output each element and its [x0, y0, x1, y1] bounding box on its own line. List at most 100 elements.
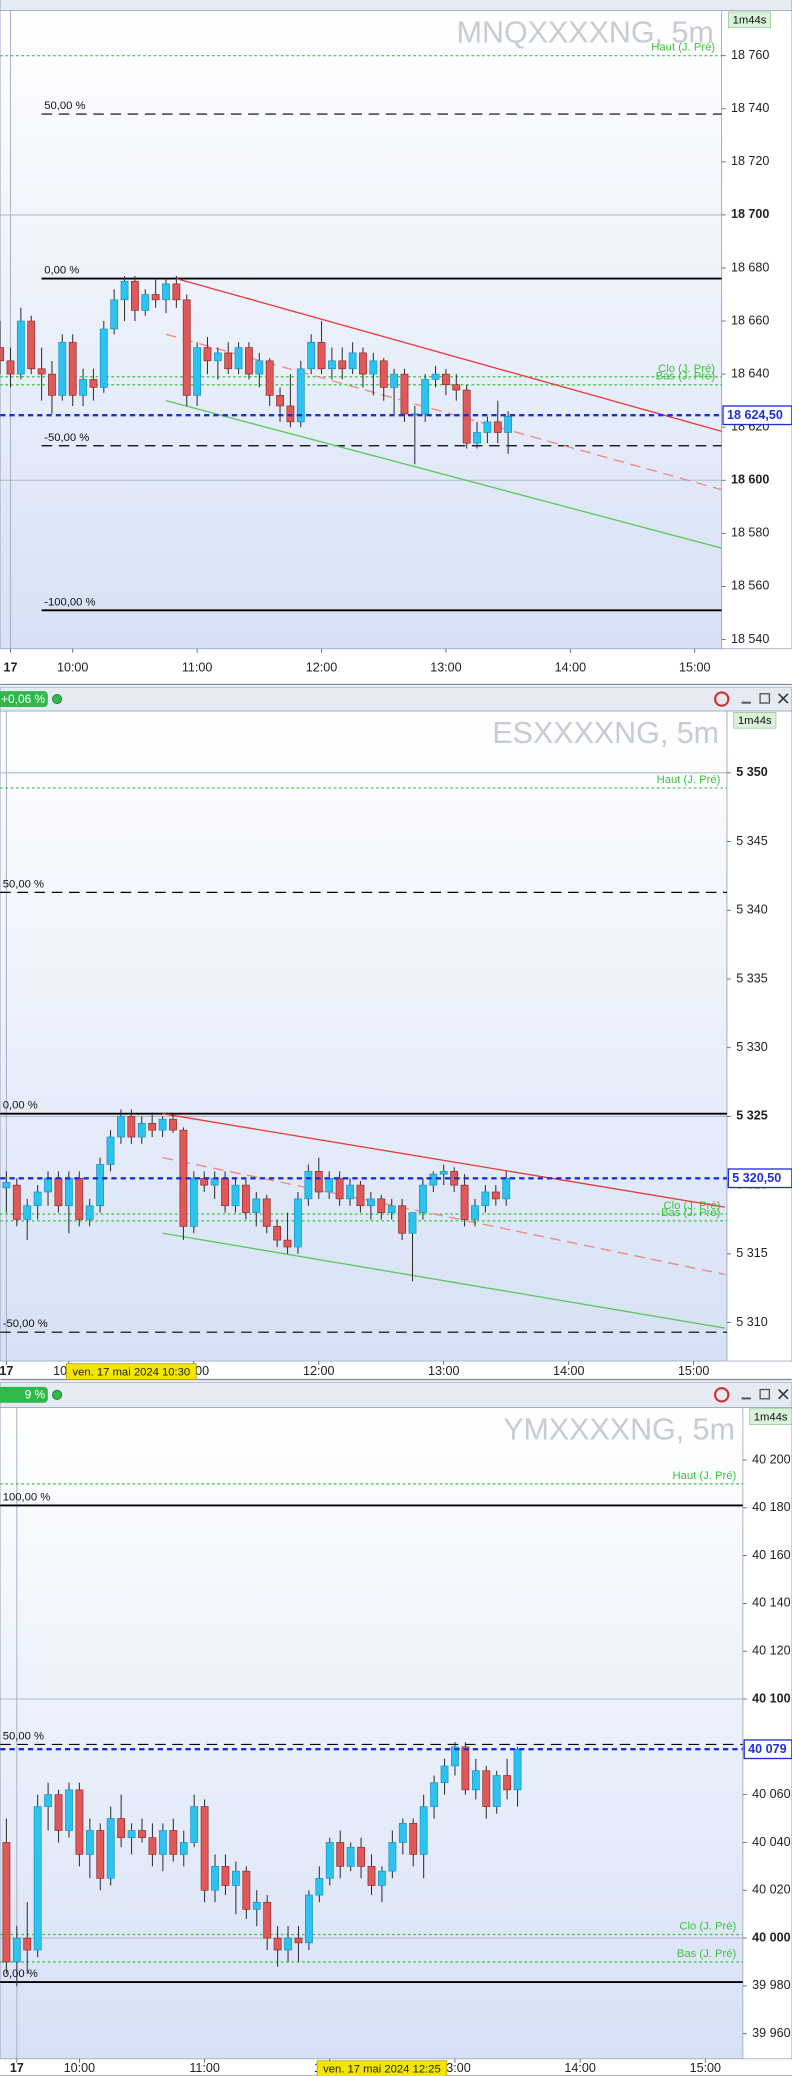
candle-body-down — [398, 1205, 406, 1234]
cursor-tag — [66, 1363, 197, 1380]
candle-body-down — [224, 352, 233, 370]
candle-body-down — [75, 1177, 84, 1220]
candle-body-up — [12, 1937, 21, 1963]
candle-body-up — [305, 1894, 313, 1944]
maximize-icon — [759, 693, 771, 704]
candle-body-up — [325, 1177, 334, 1193]
x-tick-label: 12:00 — [303, 1364, 334, 1378]
y-tick-label: 40 160 — [752, 1548, 790, 1562]
y-tick-label: 18 640 — [731, 366, 769, 380]
candle-body-up — [85, 1205, 94, 1220]
candle-body-up — [483, 421, 492, 433]
candle-body-up — [252, 1901, 261, 1910]
candle-body-down — [169, 1118, 177, 1131]
y-tick-label: 40 100 — [752, 1691, 790, 1705]
y-tick-label: 18 700 — [731, 207, 769, 221]
level-label: 50,00 % — [44, 100, 85, 112]
status-dot — [52, 1389, 63, 1400]
candle-body-up — [179, 1842, 188, 1855]
trend-line — [165, 400, 722, 549]
candle-body-up — [252, 1198, 261, 1213]
candle-body-up — [513, 1748, 522, 1791]
candle-body-down — [335, 1177, 344, 1200]
candle-body-down — [54, 1177, 63, 1207]
candle-body-up — [2, 1182, 11, 1189]
level-label: Clo (J. Pré) — [663, 1200, 720, 1212]
x-tick-label: 15:00 — [690, 2061, 721, 2075]
x-tick-label: 12:00 — [306, 660, 337, 674]
panel-header — [0, 686, 792, 712]
last-price-label: 18 624,50 — [727, 408, 783, 422]
candle-body-up — [137, 1122, 146, 1138]
candle-body-up — [231, 1184, 240, 1207]
candle-body-down — [460, 1184, 469, 1220]
maximize-icon — [759, 1388, 771, 1400]
candle-body-up — [255, 360, 264, 375]
candle-body-down — [182, 299, 191, 396]
candle-body-down — [442, 373, 450, 386]
candle-body-up — [234, 347, 243, 370]
candle-body-up — [315, 1877, 324, 1896]
candle-body-down — [241, 1184, 250, 1213]
minimize-icon — [741, 701, 751, 704]
y-tick-label: 18 760 — [731, 48, 769, 62]
candle-body-up — [504, 416, 513, 433]
candle-body-up — [346, 1846, 355, 1867]
candle-body-up — [471, 1770, 480, 1791]
y-tick-label: 5 335 — [736, 971, 767, 985]
candle-body-down — [482, 1770, 491, 1807]
level-label: Bas (J. Pré) — [677, 1948, 737, 1960]
candle-body-up — [440, 1765, 449, 1784]
y-tick-label: 40 020 — [752, 1883, 790, 1897]
candle-body-down — [379, 360, 388, 388]
candle-body-down — [409, 1822, 418, 1855]
candle-body-up — [162, 283, 170, 301]
trend-line — [162, 1113, 726, 1208]
candle-body-up — [79, 379, 87, 396]
x-tick-label: 15:00 — [678, 1364, 709, 1378]
chart-title: YMXXXXNG, 5m — [503, 1412, 735, 1446]
change-value: 9 % — [25, 1388, 46, 1402]
plot-content: ESXXXXNG, 5m Haut (J. Pré) 50,00 % 0,00 % Cl… — [0, 710, 727, 1362]
y-tick-label: 5 310 — [736, 1315, 767, 1329]
minimize-icon — [741, 1397, 751, 1400]
level-label: 0,00 % — [3, 1100, 38, 1112]
level-label: 100,00 % — [3, 1491, 51, 1503]
y-tick-label: 40 060 — [752, 1787, 790, 1801]
candle-body-down — [221, 1177, 229, 1207]
trend-line — [176, 277, 722, 433]
candle-body-up — [390, 373, 398, 388]
candle-body-up — [388, 1842, 397, 1872]
y-tick-label: 18 580 — [731, 526, 769, 540]
candle-body-up — [398, 1822, 407, 1843]
candle-body-down — [263, 1901, 272, 1939]
trend-line — [162, 1232, 726, 1329]
last-price-label: 5 320,50 — [732, 1171, 781, 1185]
timer-label: 1m44s — [733, 14, 767, 26]
timer-box — [727, 11, 772, 29]
x-tick-label: 14:00 — [555, 660, 586, 674]
candle-body-down — [461, 1746, 470, 1791]
y-tick-label: 5 350 — [736, 765, 767, 779]
panel-header — [0, 1381, 792, 1408]
level-label: -50,00 % — [3, 1318, 48, 1330]
timer-box — [733, 711, 777, 729]
x-tick-label: 14:00 — [564, 2061, 595, 2075]
candle-body-up — [421, 379, 430, 415]
candle-body-up — [106, 1136, 115, 1165]
y-tick-label: 39 960 — [752, 2026, 790, 2040]
candle-body-down — [359, 352, 367, 375]
level-label: 0,00 % — [3, 1968, 38, 1980]
candle-body-up — [307, 341, 316, 370]
candle-body-up — [158, 1830, 167, 1855]
level-label: Clo (J. Pré) — [679, 1921, 736, 1933]
candle-body-up — [190, 1806, 199, 1843]
y-tick-label: 5 340 — [736, 903, 767, 917]
y-tick-label: 40 000 — [752, 1930, 790, 1944]
level-label: Haut (J. Pré) — [672, 1470, 736, 1482]
candle-body-down — [491, 1191, 500, 1200]
candle-body-down — [273, 1226, 282, 1241]
